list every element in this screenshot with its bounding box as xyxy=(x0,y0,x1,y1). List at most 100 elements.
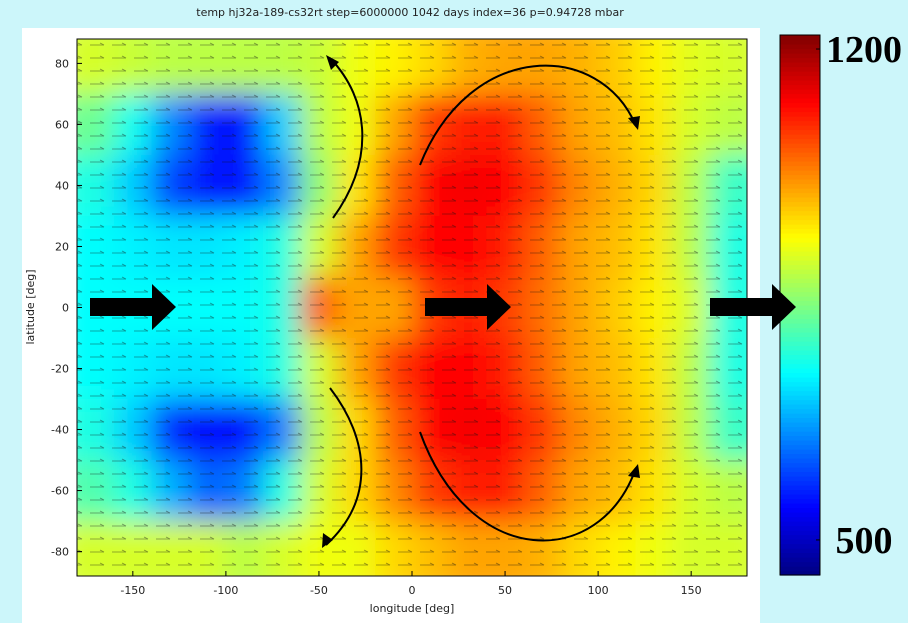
colorbar-step xyxy=(780,192,820,198)
colorbar-step xyxy=(780,548,820,554)
colorbar-step xyxy=(780,255,820,261)
arrow-head xyxy=(326,55,339,70)
colorbar-step xyxy=(780,516,820,522)
colorbar-step xyxy=(780,138,820,144)
colorbar-step xyxy=(780,354,820,360)
colorbar-step xyxy=(780,503,820,509)
colorbar-step xyxy=(780,570,820,576)
arrow-head xyxy=(628,116,640,130)
colorbar-step xyxy=(780,273,820,279)
colorbar-step xyxy=(780,197,820,203)
colorbar-step xyxy=(780,129,820,135)
colorbar-step xyxy=(780,525,820,531)
colorbar-step xyxy=(780,215,820,221)
colorbar-step xyxy=(780,467,820,473)
colorbar-step xyxy=(780,242,820,248)
curved-arrows xyxy=(325,57,637,546)
colorbar-step xyxy=(780,453,820,459)
colorbar-step xyxy=(780,377,820,383)
colorbar-step xyxy=(780,440,820,446)
colorbar-step xyxy=(780,372,820,378)
colorbar-step xyxy=(780,147,820,153)
colorbar-step xyxy=(780,413,820,419)
colorbar-step xyxy=(780,233,820,239)
curve xyxy=(329,57,364,219)
colorbar-step xyxy=(780,134,820,140)
colorbar-step xyxy=(780,557,820,563)
x-tick-label: 150 xyxy=(681,584,702,597)
colorbar-step xyxy=(780,174,820,180)
colorbar-step xyxy=(780,462,820,468)
colorbar-step xyxy=(780,309,820,315)
colorbar-step xyxy=(780,93,820,99)
y-tick-label: -20 xyxy=(51,363,69,376)
colorbar-step xyxy=(780,395,820,401)
wind-vectors xyxy=(77,39,747,576)
colorbar-step xyxy=(780,305,820,311)
colorbar-step xyxy=(780,512,820,518)
colorbar-step xyxy=(780,183,820,189)
arrow xyxy=(425,284,511,330)
colorbar-step xyxy=(780,111,820,117)
colorbar-step xyxy=(780,417,820,423)
colorbar-step xyxy=(780,287,820,293)
colorbar-step xyxy=(780,125,820,131)
colorbar-step xyxy=(780,480,820,486)
colorbar-step xyxy=(780,224,820,230)
colorbar-step xyxy=(780,228,820,234)
colorbar-step xyxy=(780,161,820,167)
colorbar-step xyxy=(780,399,820,405)
colorbar-step xyxy=(780,368,820,374)
colorbar-step xyxy=(780,435,820,441)
colorbar-step xyxy=(780,282,820,288)
colorbar-step xyxy=(780,269,820,275)
colorbar-step xyxy=(780,66,820,72)
colorbar-step xyxy=(780,458,820,464)
colorbar-step xyxy=(780,318,820,324)
arrow-head xyxy=(628,464,640,478)
x-tick-label: -150 xyxy=(120,584,145,597)
colorbar-step xyxy=(780,98,820,104)
colorbar-step xyxy=(780,89,820,95)
colorbar-step xyxy=(780,120,820,126)
arrow-heads xyxy=(322,55,640,548)
y-tick-label: -80 xyxy=(51,546,69,559)
colorbar-step xyxy=(780,179,820,185)
y-tick-label: -40 xyxy=(51,424,69,437)
colorbar-label: 500 xyxy=(836,520,893,562)
colorbar-step xyxy=(780,35,820,41)
colorbar-step xyxy=(780,251,820,257)
colorbar-step xyxy=(780,431,820,437)
colorbar-step xyxy=(780,521,820,527)
colorbar-step xyxy=(780,449,820,455)
colorbar-step xyxy=(780,390,820,396)
colorbar-step xyxy=(780,102,820,108)
colorbar-step xyxy=(780,444,820,450)
colorbar-step xyxy=(780,84,820,90)
colorbar-step xyxy=(780,53,820,59)
colorbar-step xyxy=(780,426,820,432)
colorbar-step xyxy=(780,386,820,392)
colorbar-step xyxy=(780,507,820,513)
colorbar-step xyxy=(780,219,820,225)
colorbar-step xyxy=(780,107,820,113)
y-tick-label: -60 xyxy=(51,485,69,498)
colorbar-step xyxy=(780,543,820,549)
flow-arrows xyxy=(90,284,796,330)
x-tick-label: -50 xyxy=(310,584,328,597)
colorbar-step xyxy=(780,408,820,414)
colorbar-step xyxy=(780,489,820,495)
x-tick-label: -100 xyxy=(213,584,238,597)
colorbar-step xyxy=(780,359,820,365)
colorbar-step xyxy=(780,534,820,540)
colorbar-label: 1200 xyxy=(826,29,902,71)
colorbar-step xyxy=(780,300,820,306)
colorbar-step xyxy=(780,44,820,50)
colorbar-step xyxy=(780,498,820,504)
colorbar-step xyxy=(780,80,820,86)
colorbar-step xyxy=(780,327,820,333)
colorbar-step xyxy=(780,323,820,329)
colorbar-step xyxy=(780,485,820,491)
colorbar-step xyxy=(780,539,820,545)
colorbar-step xyxy=(780,291,820,297)
